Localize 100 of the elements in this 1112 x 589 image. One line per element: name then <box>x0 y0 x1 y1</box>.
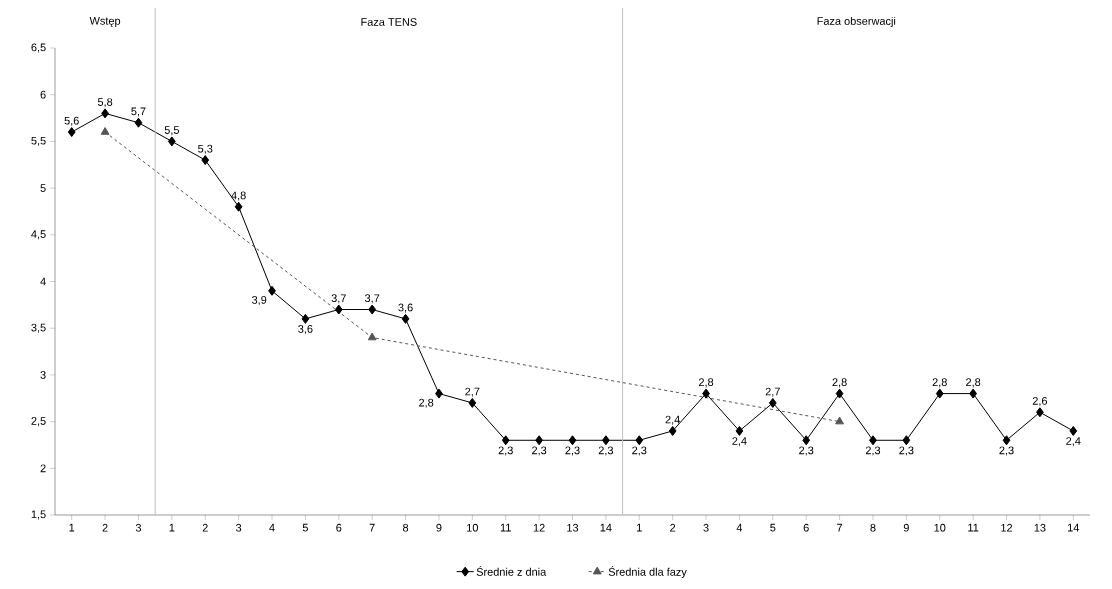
x-tick-label: 10 <box>934 523 946 532</box>
x-tick-label: 3 <box>703 523 709 532</box>
data-label: 2,8 <box>932 378 947 388</box>
point <box>635 435 644 446</box>
x-tick-label: 11 <box>968 523 979 532</box>
x-tick-label: 11 <box>500 523 511 532</box>
point <box>101 108 109 119</box>
data-label: 2,3 <box>899 446 914 456</box>
data-label: 2,3 <box>632 446 647 456</box>
y-tick-label: 3,5 <box>31 323 46 333</box>
point <box>935 388 944 399</box>
point <box>501 435 510 446</box>
x-tick-label: 6 <box>803 523 809 532</box>
y-tick-label: 5,5 <box>31 136 46 146</box>
data-label: 2,3 <box>565 446 580 456</box>
point <box>367 332 377 341</box>
x-tick-label: 3 <box>135 523 142 532</box>
data-label: 2,7 <box>465 387 480 397</box>
point <box>735 425 744 436</box>
point <box>435 388 443 399</box>
data-label: 5,6 <box>64 116 79 126</box>
y-tick-label: 6,5 <box>31 43 46 53</box>
x-tick-label: 6 <box>336 523 342 532</box>
x-tick-label: 12 <box>1001 523 1013 532</box>
point <box>835 388 844 399</box>
point <box>802 435 811 446</box>
y-tick-label: 5 <box>40 184 46 192</box>
data-label: 5,7 <box>131 107 146 117</box>
data-label: 2,4 <box>732 437 747 447</box>
point <box>167 136 176 147</box>
y-tick-label: 4 <box>40 277 46 286</box>
y-tick-label: 6 <box>40 90 46 99</box>
data-label: 2,3 <box>799 446 814 456</box>
x-tick-label: 7 <box>369 523 375 532</box>
data-label: 2,3 <box>532 446 547 456</box>
text: Faza TENS <box>361 18 417 26</box>
data-label: 2,8 <box>832 378 847 388</box>
point <box>702 388 710 399</box>
data-label: 3,7 <box>331 294 346 304</box>
point <box>568 435 577 446</box>
point <box>268 285 276 296</box>
x-tick-label: 14 <box>600 523 612 532</box>
data-label: 3,6 <box>398 303 413 313</box>
x-tick-label: 1 <box>637 523 642 532</box>
point <box>668 425 677 436</box>
y-tick-label: 2,5 <box>31 417 46 427</box>
data-label: 2,3 <box>999 446 1014 456</box>
data-label: 3,7 <box>364 294 380 304</box>
data-label: 2,4 <box>665 415 680 425</box>
data-label: 5,5 <box>164 126 179 136</box>
point <box>100 127 110 135</box>
data-label: 2,7 <box>765 387 780 397</box>
x-tick-label: 5 <box>770 523 776 532</box>
point <box>234 201 243 212</box>
point <box>869 435 877 446</box>
y-tick-label: 4,5 <box>31 230 46 240</box>
x-tick-label: 8 <box>870 523 876 532</box>
data-label: 2,3 <box>498 446 513 456</box>
point <box>602 435 610 446</box>
x-tick-label: 13 <box>1034 523 1046 532</box>
x-tick-label: 2 <box>670 523 676 532</box>
point <box>368 304 377 315</box>
data-label: 2,8 <box>419 398 434 408</box>
y-tick-label: 2 <box>40 464 46 473</box>
point <box>468 397 477 408</box>
text: Faza obserwacji <box>817 16 896 28</box>
data-label: 2,3 <box>598 446 614 456</box>
point <box>201 155 210 166</box>
point <box>401 313 410 324</box>
data-label: 2,4 <box>1066 437 1081 447</box>
x-tick-label: 14 <box>1068 523 1080 532</box>
text: Wstęp <box>89 17 121 27</box>
point <box>1036 407 1044 418</box>
y-tick-label: 1,5 <box>31 510 46 520</box>
x-tick-label: 4 <box>269 523 275 532</box>
point <box>535 435 543 446</box>
data-label: 2,8 <box>966 378 981 388</box>
legend-label: Średnia dla fazy <box>608 565 687 578</box>
data-label: 3,9 <box>252 296 267 306</box>
data-label: 2,3 <box>865 446 881 456</box>
point <box>67 127 76 138</box>
point <box>768 397 777 408</box>
point <box>1002 435 1011 446</box>
x-tick-label: 10 <box>467 523 478 532</box>
x-tick-label: 2 <box>102 523 108 532</box>
x-tick-label: 4 <box>736 523 743 532</box>
x-tick-label: 7 <box>837 523 843 532</box>
data-label: 5,3 <box>198 144 213 154</box>
point <box>134 117 143 128</box>
x-tick-label: 5 <box>302 523 308 532</box>
data-label: 2,8 <box>698 378 714 388</box>
data-label: 2,6 <box>1032 397 1048 407</box>
x-tick-label: 2 <box>202 523 208 532</box>
data-label: 5,8 <box>97 98 113 108</box>
x-tick-label: 9 <box>903 523 909 532</box>
legend-label: Średnie z dnia <box>476 565 547 576</box>
x-tick-label: 9 <box>436 523 442 532</box>
point <box>301 313 310 324</box>
point <box>1069 425 1078 436</box>
data-label: 3,6 <box>298 325 313 335</box>
